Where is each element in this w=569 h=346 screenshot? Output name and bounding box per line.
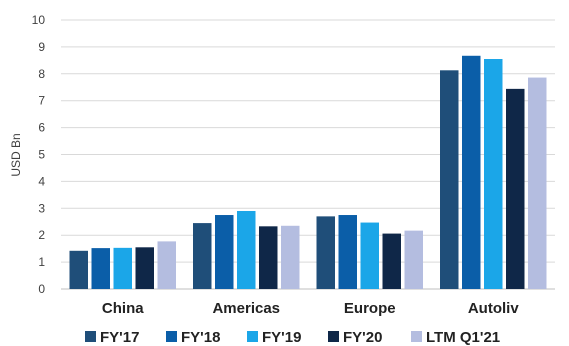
legend-item: FY'19 bbox=[247, 329, 301, 346]
category-label: Americas bbox=[212, 300, 280, 317]
bar-americas-4 bbox=[281, 225, 300, 289]
category-label: Europe bbox=[344, 300, 396, 317]
bar-autoliv-3 bbox=[506, 88, 525, 289]
legend-item: FY'18 bbox=[166, 329, 220, 346]
bar-autoliv-0 bbox=[440, 70, 459, 289]
bar-americas-2 bbox=[237, 210, 256, 289]
bar-europe-0 bbox=[316, 216, 335, 289]
legend-label: FY'18 bbox=[181, 329, 220, 346]
y-tick-label: 9 bbox=[38, 40, 45, 54]
y-axis-label: USD Bn bbox=[9, 133, 23, 176]
y-tick-label: 7 bbox=[38, 94, 45, 108]
bar-autoliv-2 bbox=[484, 59, 503, 289]
legend-swatch bbox=[247, 331, 258, 342]
bar-europe-2 bbox=[360, 222, 379, 289]
bar-americas-3 bbox=[259, 226, 278, 289]
bar-americas-0 bbox=[193, 223, 212, 289]
legend-swatch bbox=[328, 331, 339, 342]
bar-americas-1 bbox=[215, 215, 234, 289]
y-tick-label: 2 bbox=[38, 228, 45, 242]
legend-label: FY'20 bbox=[343, 329, 382, 346]
category-label: China bbox=[102, 300, 144, 317]
bar-europe-3 bbox=[382, 233, 401, 289]
legend-swatch bbox=[85, 331, 96, 342]
gridlines bbox=[61, 19, 555, 290]
legend-item: LTM Q1'21 bbox=[411, 329, 500, 346]
legend-swatch bbox=[411, 331, 422, 342]
bar-china-3 bbox=[135, 247, 154, 289]
bar-autoliv-1 bbox=[462, 55, 481, 289]
bar-china-2 bbox=[113, 247, 132, 289]
bar-china-4 bbox=[157, 241, 176, 289]
legend-swatch bbox=[166, 331, 177, 342]
bar-china-1 bbox=[91, 248, 110, 289]
legend-label: FY'19 bbox=[262, 329, 301, 346]
y-tick-label: 6 bbox=[38, 121, 45, 135]
y-tick-label: 1 bbox=[38, 255, 45, 269]
y-tick-label: 4 bbox=[38, 174, 45, 188]
bar-china-0 bbox=[69, 250, 88, 289]
y-axis-ticks: 0 1 2 3 4 5 6 7 8 9 10 bbox=[32, 13, 46, 296]
category-labels: China Americas Europe Autoliv bbox=[102, 300, 519, 317]
bar-europe-1 bbox=[338, 215, 357, 289]
bar-europe-4 bbox=[404, 230, 423, 289]
y-tick-label: 8 bbox=[38, 67, 45, 81]
y-tick-label: 0 bbox=[38, 282, 45, 296]
legend-item: FY'17 bbox=[85, 329, 139, 346]
y-tick-label: 3 bbox=[38, 201, 45, 215]
category-label: Autoliv bbox=[468, 300, 519, 317]
legend-label: LTM Q1'21 bbox=[426, 329, 500, 346]
y-tick-label: 5 bbox=[38, 148, 45, 162]
bars bbox=[69, 55, 547, 289]
legend-item: FY'20 bbox=[328, 329, 382, 346]
legend-label: FY'17 bbox=[100, 329, 139, 346]
y-tick-label: 10 bbox=[32, 13, 46, 27]
bar-autoliv-4 bbox=[528, 77, 547, 289]
legend: FY'17 FY'18 FY'19 FY'20 LTM Q1'21 bbox=[85, 329, 500, 346]
